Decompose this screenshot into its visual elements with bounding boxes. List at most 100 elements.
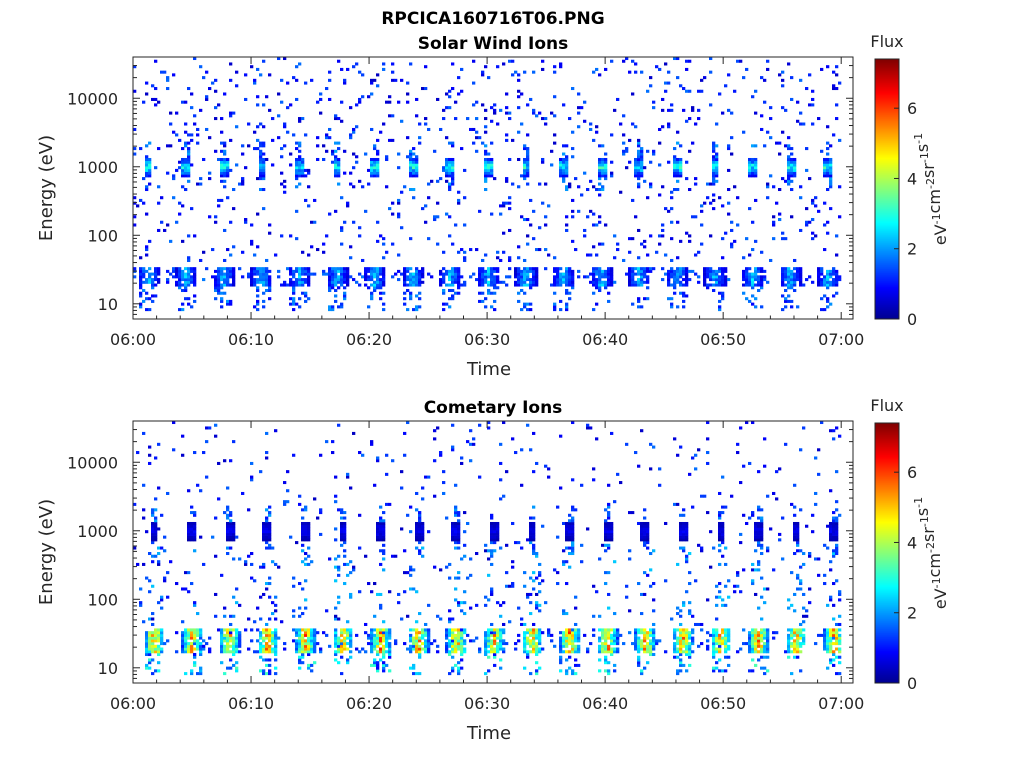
flux-cell — [415, 267, 419, 271]
flux-cell — [415, 168, 419, 172]
flux-cell — [421, 546, 425, 550]
flux-cell — [145, 636, 149, 640]
flux-cell — [820, 67, 824, 71]
flux-cell — [295, 647, 299, 651]
flux-cell — [439, 127, 443, 131]
flux-cell — [793, 288, 797, 293]
flux-cell — [376, 160, 380, 164]
flux-cell — [262, 171, 266, 175]
flux-cell — [136, 451, 140, 455]
flux-cell — [691, 639, 695, 643]
flux-cell — [448, 576, 452, 580]
flux-cell — [454, 521, 458, 526]
flux-cell — [370, 636, 374, 640]
flux-cell — [304, 508, 308, 512]
flux-cell — [643, 541, 647, 545]
flux-cell — [727, 108, 731, 112]
flux-cell — [394, 642, 398, 646]
flux-cell — [262, 305, 266, 309]
flux-cell — [454, 100, 458, 104]
flux-cell — [184, 163, 188, 167]
flux-cell — [811, 103, 815, 107]
flux-cell — [625, 442, 629, 446]
flux-cell — [688, 59, 692, 63]
flux-cell — [529, 639, 533, 643]
flux-cell — [559, 166, 563, 170]
flux-cell — [145, 171, 149, 175]
flux-cell — [523, 636, 527, 640]
flux-cell — [820, 297, 824, 301]
flux-cell — [535, 647, 539, 651]
flux-cell — [553, 269, 557, 273]
flux-cell — [244, 562, 248, 566]
flux-cell — [457, 636, 461, 640]
flux-cell — [409, 666, 413, 670]
flux-cell — [682, 305, 686, 309]
flux-cell — [454, 527, 458, 531]
flux-cell — [190, 267, 194, 271]
flux-cell — [487, 280, 491, 284]
flux-cell — [499, 603, 503, 607]
flux-cell — [403, 269, 407, 273]
flux-cell — [568, 532, 572, 536]
flux-cell — [415, 508, 419, 512]
flux-cell — [145, 633, 149, 637]
flux-cell — [259, 272, 263, 276]
flux-cell — [565, 163, 569, 167]
flux-cell — [601, 160, 605, 164]
flux-cell — [745, 283, 749, 287]
flux-cell — [529, 628, 533, 632]
x-tick-label: 06:10 — [228, 330, 274, 349]
flux-cell — [181, 278, 185, 282]
flux-cell — [604, 168, 608, 172]
flux-cell — [718, 644, 722, 648]
flux-cell — [718, 513, 722, 517]
flux-cell — [667, 297, 671, 301]
flux-cell — [151, 272, 155, 276]
flux-cell — [823, 168, 827, 172]
flux-cell — [457, 275, 461, 279]
flux-cell — [259, 149, 263, 153]
flux-cell — [154, 644, 158, 648]
flux-cell — [607, 669, 611, 673]
flux-cell — [670, 617, 674, 621]
flux-cell — [262, 565, 266, 569]
flux-cell — [415, 166, 419, 170]
flux-cell — [226, 302, 230, 306]
flux-cell — [304, 633, 308, 637]
flux-cell — [259, 650, 263, 654]
flux-cell — [295, 185, 299, 189]
flux-cell — [331, 267, 335, 271]
flux-cell — [715, 633, 719, 637]
flux-cell — [811, 237, 815, 241]
flux-cell — [172, 267, 176, 271]
flux-cell — [445, 160, 449, 164]
flux-cell — [199, 666, 203, 670]
flux-cell — [499, 628, 503, 632]
flux-cell — [283, 144, 287, 148]
flux-cell — [376, 666, 380, 670]
flux-cell — [598, 283, 602, 287]
flux-cell — [232, 278, 236, 282]
flux-cell — [343, 647, 347, 651]
flux-cell — [601, 188, 605, 192]
flux-cell — [754, 89, 758, 93]
flux-cell — [835, 253, 839, 257]
flux-cell — [643, 666, 647, 670]
flux-cell — [601, 543, 605, 547]
flux-cell — [649, 442, 653, 446]
flux-cell — [598, 215, 602, 219]
flux-cell — [307, 269, 311, 273]
flux-cell — [748, 166, 752, 170]
flux-cell — [451, 666, 455, 670]
flux-cell — [595, 283, 599, 287]
flux-cell — [718, 516, 722, 520]
flux-cell — [538, 647, 542, 651]
flux-cell — [394, 272, 398, 276]
flux-cell — [532, 532, 536, 536]
flux-cell — [160, 220, 164, 224]
flux-cell — [460, 639, 464, 643]
flux-cell — [637, 655, 641, 659]
flux-cell — [334, 272, 338, 276]
flux-cell — [571, 631, 575, 635]
